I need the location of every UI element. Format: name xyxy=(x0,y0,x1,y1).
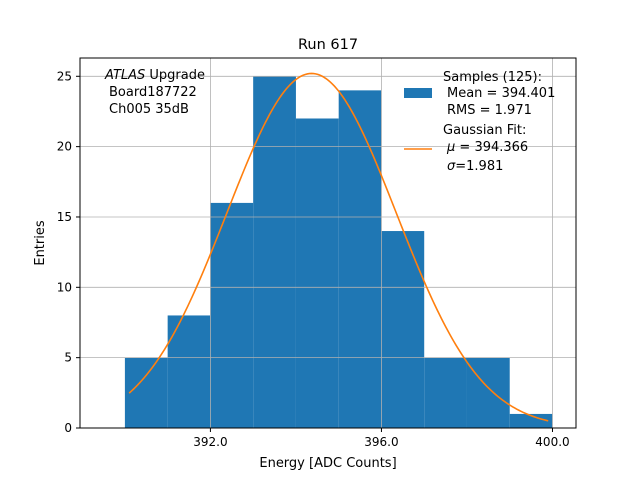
y-axis-label: Entries xyxy=(33,220,48,266)
x-axis-label: Energy [ADC Counts] xyxy=(259,456,396,471)
plot-frame xyxy=(79,57,577,429)
x-axis-ticks: 392.0 396.0 400.0 xyxy=(193,428,570,449)
histogram-bar xyxy=(424,357,467,428)
annotation-atlas: ATLAS xyxy=(104,68,145,83)
y-tick-label: 10 xyxy=(57,280,72,294)
histogram-bar xyxy=(381,231,425,428)
histogram-bar xyxy=(167,315,211,428)
histogram-bar xyxy=(210,202,254,428)
legend-samples-rms: RMS = 1.971 xyxy=(447,103,532,118)
legend-sigma-value: =1.981 xyxy=(455,159,503,174)
histogram-bar xyxy=(338,90,382,428)
histogram-bar xyxy=(466,357,510,428)
y-tick-label: 20 xyxy=(57,140,72,154)
y-tick-label: 15 xyxy=(57,210,72,224)
legend-fit-sigma: σ=1.981 xyxy=(447,159,503,174)
y-tick-label: 0 xyxy=(64,421,72,435)
legend-samples-mean: Mean = 394.401 xyxy=(447,86,555,101)
annotation-board: Board187722 xyxy=(109,85,197,100)
histogram-bar xyxy=(253,76,296,428)
legend-bar-swatch xyxy=(404,88,432,98)
x-tick-label: 400.0 xyxy=(535,435,569,449)
histogram-bar xyxy=(295,118,339,428)
legend: Samples (125): Mean = 394.401 RMS = 1.97… xyxy=(404,70,555,174)
histogram-bar xyxy=(124,357,168,428)
x-tick-label: 392.0 xyxy=(193,435,227,449)
legend-mu-symbol: μ xyxy=(446,140,455,155)
atlas-annotation: ATLAS Upgrade Board187722 Ch005 35dB xyxy=(104,68,205,117)
y-axis-ticks: 0 5 10 15 20 25 xyxy=(57,69,80,435)
legend-sigma-symbol: σ xyxy=(447,159,456,174)
y-tick-label: 25 xyxy=(57,69,72,83)
legend-mu-value: = 394.366 xyxy=(455,140,528,155)
histogram-bars xyxy=(124,76,553,428)
histogram-bar xyxy=(509,413,553,428)
chart-title: Run 617 xyxy=(298,37,358,53)
legend-samples-title: Samples (125): xyxy=(443,70,542,85)
annotation-upgrade: Upgrade xyxy=(145,68,205,83)
annotation-channel: Ch005 35dB xyxy=(109,102,189,117)
x-tick-label: 396.0 xyxy=(364,435,398,449)
legend-fit-title: Gaussian Fit: xyxy=(443,123,526,138)
gaussian-fit-curve xyxy=(128,72,549,422)
y-tick-label: 5 xyxy=(64,351,72,365)
gaussian-fit-line xyxy=(128,72,549,422)
legend-fit-mu: μ = 394.366 xyxy=(446,140,528,155)
annotation-line-1: ATLAS Upgrade xyxy=(104,68,205,83)
